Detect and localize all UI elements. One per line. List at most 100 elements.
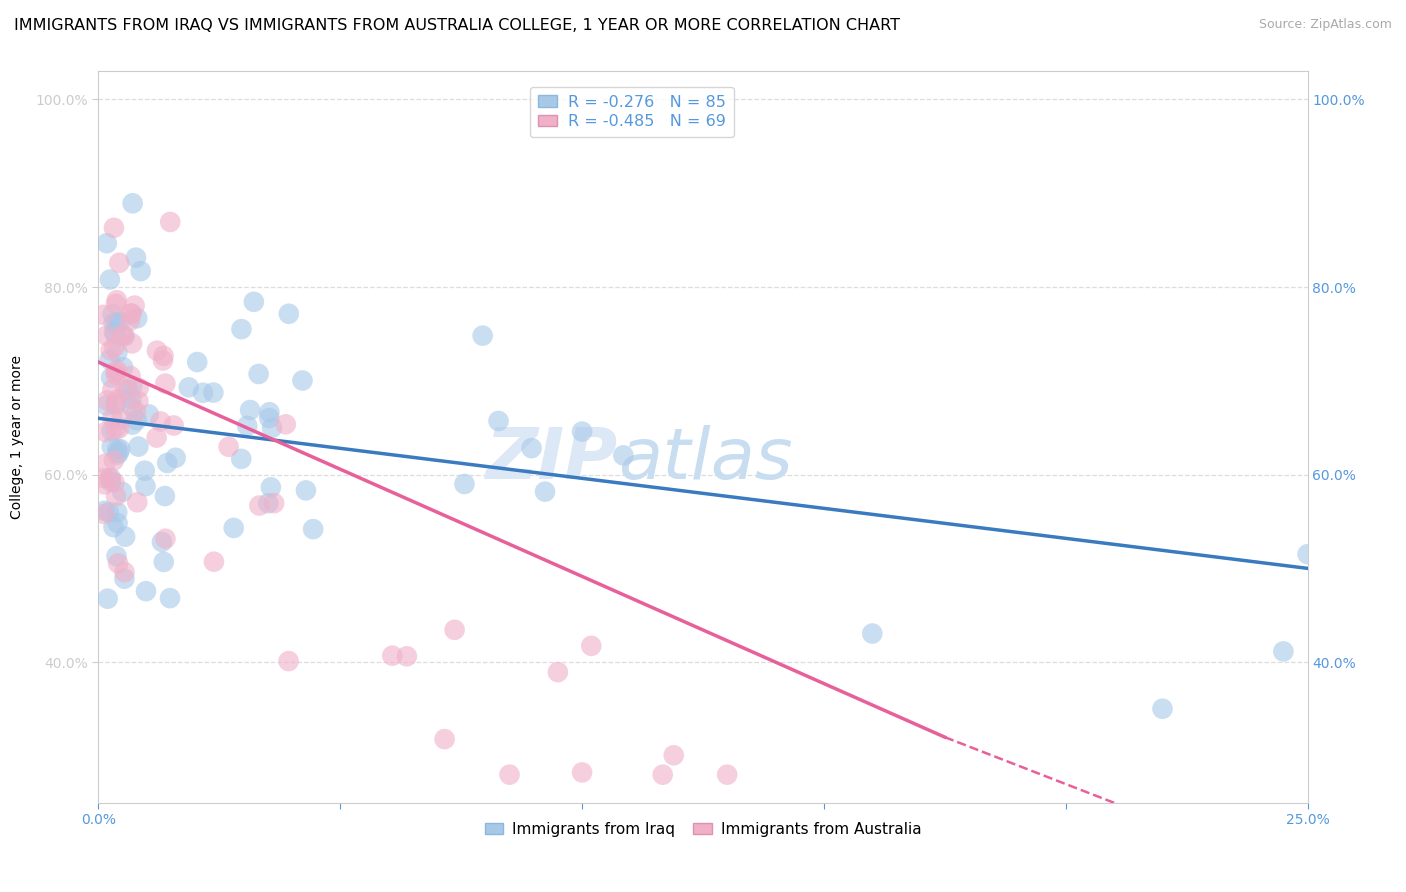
Point [612, 449, 634, 463]
Point [127, 495, 149, 509]
Point [105, 448, 128, 462]
Point [96, 236, 118, 251]
Point [662, 748, 685, 763]
Point [381, 648, 404, 663]
Point [108, 314, 131, 328]
Point [107, 557, 129, 571]
Point [128, 381, 150, 395]
Point [222, 521, 245, 535]
Point [120, 369, 142, 384]
Point [260, 421, 283, 435]
Point [257, 411, 280, 425]
Point [120, 307, 142, 321]
Point [202, 385, 225, 400]
Point [105, 368, 128, 382]
Point [488, 414, 510, 428]
Point [110, 442, 132, 456]
Point [107, 516, 129, 530]
Point [93, 308, 115, 322]
Point [104, 396, 127, 410]
Text: IMMIGRANTS FROM IRAQ VS IMMIGRANTS FROM AUSTRALIA COLLEGE, 1 YEAR OR MORE CORREL: IMMIGRANTS FROM IRAQ VS IMMIGRANTS FROM … [14, 18, 900, 33]
Point [152, 353, 174, 368]
Point [104, 365, 127, 379]
Point [98, 352, 121, 367]
Point [118, 314, 141, 328]
Point [571, 425, 593, 439]
Point [231, 451, 253, 466]
Point [105, 345, 128, 359]
Point [97, 505, 120, 519]
Point [96, 399, 118, 413]
Point [112, 360, 135, 375]
Point [114, 383, 136, 397]
Point [104, 398, 127, 412]
Point [165, 450, 187, 465]
Point [117, 383, 139, 397]
Point [134, 479, 156, 493]
Point [94, 457, 117, 471]
Point [498, 767, 520, 781]
Text: atlas: atlas [619, 425, 793, 493]
Point [105, 316, 128, 330]
Point [100, 440, 122, 454]
Point [571, 765, 593, 780]
Point [547, 665, 569, 680]
Point [291, 374, 314, 388]
Legend: Immigrants from Iraq, Immigrants from Australia: Immigrants from Iraq, Immigrants from Au… [478, 815, 928, 843]
Point [93, 507, 115, 521]
Point [101, 307, 124, 321]
Point [149, 414, 172, 428]
Point [186, 355, 208, 369]
Point [581, 639, 603, 653]
Point [101, 382, 124, 396]
Point [121, 306, 143, 320]
Point [125, 404, 148, 418]
Point [104, 297, 127, 311]
Point [121, 196, 143, 211]
Point [152, 555, 174, 569]
Point [247, 499, 270, 513]
Point [100, 424, 122, 438]
Point [152, 349, 174, 363]
Point [93, 471, 115, 485]
Point [218, 440, 240, 454]
Point [105, 442, 128, 456]
Point [191, 385, 214, 400]
Point [153, 489, 176, 503]
Point [120, 392, 142, 406]
Point [121, 336, 143, 351]
Point [295, 483, 318, 498]
Point [127, 440, 149, 454]
Point [159, 591, 181, 606]
Point [98, 272, 121, 286]
Point [443, 623, 465, 637]
Point [231, 322, 253, 336]
Point [260, 480, 283, 494]
Point [716, 767, 738, 781]
Point [177, 380, 200, 394]
Point [111, 327, 134, 342]
Text: Source: ZipAtlas.com: Source: ZipAtlas.com [1258, 18, 1392, 31]
Point [104, 326, 127, 341]
Point [105, 293, 128, 308]
Point [100, 475, 122, 489]
Point [112, 329, 135, 343]
Point [860, 626, 883, 640]
Point [257, 496, 280, 510]
Point [96, 393, 118, 408]
Point [103, 326, 125, 340]
Point [433, 732, 456, 747]
Point [96, 328, 118, 343]
Point [98, 471, 121, 485]
Point [277, 307, 299, 321]
Point [105, 363, 128, 377]
Point [127, 394, 149, 409]
Point [100, 471, 122, 485]
Point [239, 403, 262, 417]
Point [112, 572, 135, 586]
Point [114, 530, 136, 544]
Point [124, 299, 146, 313]
Point [1272, 644, 1295, 658]
Point [125, 413, 148, 427]
Point [125, 251, 148, 265]
